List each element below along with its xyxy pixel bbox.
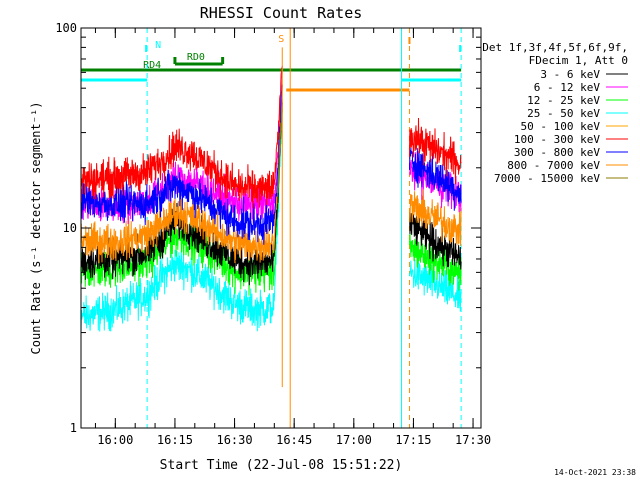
legend-header-line-2: FDecim 1, Att 0	[529, 54, 628, 67]
legend-label: 50 - 100 keV	[521, 120, 601, 133]
series-line-after-gap	[409, 117, 462, 185]
series-line	[81, 111, 283, 334]
chart-title: RHESSI Count Rates	[200, 4, 363, 22]
legend-label: 100 - 300 keV	[514, 133, 600, 146]
legend-label: 7000 - 15000 keV	[494, 172, 600, 185]
x-axis-label: Start Time (22-Jul-08 15:51:22)	[160, 458, 403, 473]
legend: Det 1f,3f,4f,5f,6f,9f, FDecim 1, Att 0 3…	[482, 41, 628, 185]
series-line-after-gap	[409, 189, 462, 247]
legend-label: 6 - 12 keV	[534, 81, 601, 94]
x-tick-label: 17:15	[395, 433, 431, 447]
x-tick-label: 16:15	[157, 433, 193, 447]
series-line-after-gap	[409, 147, 462, 211]
x-tick-label: 16:00	[97, 433, 133, 447]
series-line-after-gap	[409, 259, 462, 312]
state-bars: N S RD0 RD4	[81, 34, 462, 92]
legend-label: 3 - 6 keV	[540, 68, 600, 81]
legend-label: 25 - 50 keV	[527, 107, 600, 120]
y-tick-label: 1	[70, 421, 77, 435]
series-line	[81, 66, 283, 209]
x-tick-label: 16:45	[276, 433, 312, 447]
legend-header-line-1: Det 1f,3f,4f,5f,6f,9f,	[482, 41, 628, 54]
x-tick-label: 17:00	[336, 433, 372, 447]
state-bar-label: S	[278, 34, 284, 45]
legend-label: 12 - 25 keV	[527, 94, 600, 107]
y-tick-label: 10	[63, 221, 77, 235]
series-line	[81, 84, 283, 245]
y-axis: 1 10 100	[55, 21, 481, 435]
state-bar-label: RD4	[143, 60, 161, 71]
series-layer	[81, 47, 462, 388]
state-bar-label: N	[155, 40, 161, 51]
y-axis-label: Count Rate (s⁻¹ detector segment⁻¹)	[29, 102, 43, 355]
legend-label: 800 - 7000 keV	[507, 159, 600, 172]
x-tick-label: 17:30	[455, 433, 491, 447]
series-line	[277, 107, 283, 188]
legend-label: 300 - 800 keV	[514, 146, 600, 159]
x-axis: 16:00 16:15 16:30 16:45 17:00 17:15 17:30	[94, 28, 491, 447]
x-tick-label: 16:30	[216, 433, 252, 447]
series-line-after-gap	[409, 207, 462, 270]
y-tick-label: 100	[55, 21, 77, 35]
state-bar-label: RD0	[187, 52, 205, 63]
footer-timestamp: 14-Oct-2021 23:38	[554, 468, 636, 477]
series-line	[81, 99, 283, 264]
